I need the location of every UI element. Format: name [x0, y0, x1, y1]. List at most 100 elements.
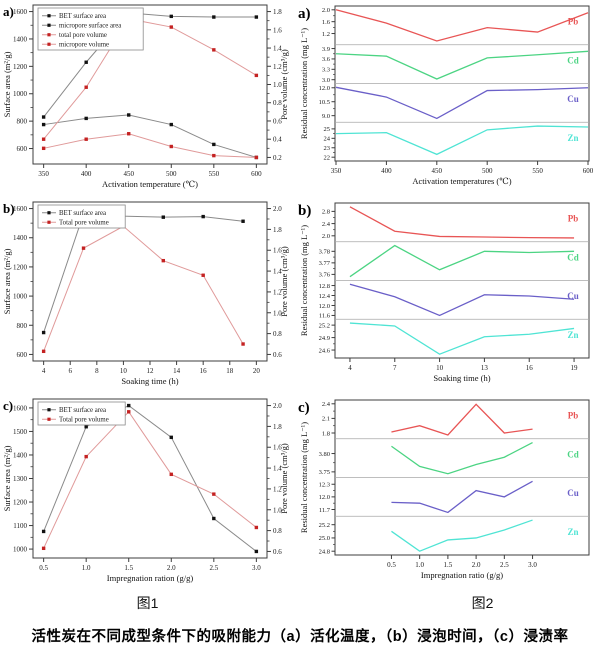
panel-letter: c) — [3, 398, 13, 413]
legend: BET surface area micropore surface area to… — [37, 7, 144, 51]
metal-label-pb: Pb — [568, 17, 579, 27]
svg-text:2.0: 2.0 — [322, 233, 330, 240]
panel-zn: 22 23 24 25 Zn — [324, 125, 589, 161]
svg-text:1.4: 1.4 — [273, 465, 282, 473]
svg-text:400: 400 — [381, 167, 392, 175]
svg-text:1.2: 1.2 — [273, 63, 282, 71]
svg-text:0.6: 0.6 — [273, 351, 282, 359]
svg-text:Total pore volume: Total pore volume — [59, 220, 109, 227]
metal-label-cu: Cu — [567, 94, 579, 104]
svg-text:12.0: 12.0 — [319, 303, 330, 310]
x-axis-label: Activation temperature (℃) — [102, 179, 198, 189]
svg-text:12.3: 12.3 — [319, 482, 330, 489]
axis-x: 4 6 8 10 12 14 16 18 20 — [42, 361, 260, 375]
panel-letter: c) — [298, 400, 310, 416]
metal-label-cu: Cu — [567, 488, 579, 498]
svg-text:4: 4 — [348, 364, 352, 372]
svg-text:1200: 1200 — [13, 263, 28, 271]
axis-right: 0.6 0.8 1.0 1.2 1.4 1.6 1.8 2.0 — [267, 402, 282, 556]
svg-text:3.0: 3.0 — [252, 564, 261, 572]
chart-fig2-c: c) 1.8 2.1 2.4 Pb 3.75 3.80 Cd 11.7 12.0 12.3 Cu 24.… — [295, 394, 600, 591]
svg-text:1.0: 1.0 — [273, 506, 282, 514]
chart-svg: c) 1.8 2.1 2.4 Pb 3.75 3.80 Cd 11.7 12.0 12.3 Cu 24.… — [298, 399, 590, 580]
panel-cu: 9.0 10.5 12.0 Cu — [319, 85, 589, 123]
series-micropore-volume — [41, 132, 259, 160]
bottom-caption: 活性炭在不同成型条件下的吸附能力（a）活化温度，（b）浸泡时间，（c）浸渍率 — [31, 629, 569, 645]
svg-text:0.5: 0.5 — [387, 561, 396, 569]
svg-text:9.0: 9.0 — [322, 113, 330, 120]
svg-text:1400: 1400 — [13, 451, 28, 459]
svg-text:3.76: 3.76 — [319, 272, 331, 279]
svg-text:600: 600 — [251, 170, 262, 178]
svg-text:2.4: 2.4 — [322, 401, 331, 408]
series-micropore-surface-area — [41, 113, 259, 160]
svg-text:800: 800 — [17, 322, 28, 330]
x-axis-label: Impregnation ration (g/g) — [107, 573, 194, 583]
x-axis-label: Impregnation ratio (g/g) — [421, 570, 503, 580]
svg-text:0.6: 0.6 — [273, 548, 282, 556]
svg-text:total pore volume: total pore volume — [59, 32, 107, 39]
svg-text:19: 19 — [571, 364, 579, 372]
svg-text:2.5: 2.5 — [209, 564, 218, 572]
svg-text:1.2: 1.2 — [273, 485, 282, 493]
figure1-caption: 图1 — [136, 595, 159, 611]
chart-svg: b)2.02.42.8Pb3.763.773.78Cd11.612.012.41… — [298, 202, 590, 383]
svg-text:1.8: 1.8 — [322, 430, 330, 437]
svg-text:12.4: 12.4 — [319, 293, 331, 300]
panel-cd: 3.75 3.80 Cd — [319, 441, 589, 478]
svg-text:0.8: 0.8 — [273, 99, 282, 107]
svg-text:10.5: 10.5 — [319, 99, 330, 106]
svg-text:20: 20 — [253, 367, 261, 375]
series-total-pore-volume — [41, 224, 245, 354]
chart-fig2-b: b) 2.0 2.4 2.8 Pb 3.76 3.77 3.78 Cd 11.6 12.0 12.4 1… — [295, 197, 600, 394]
svg-text:3.0: 3.0 — [528, 561, 537, 569]
svg-text:1.4: 1.4 — [273, 268, 282, 276]
svg-text:0.2: 0.2 — [273, 154, 282, 162]
svg-text:1200: 1200 — [13, 63, 28, 71]
svg-text:1.8: 1.8 — [273, 423, 282, 431]
panel-cd: 3.0 3.3 3.6 3.9 Cd — [322, 46, 589, 84]
svg-text:350: 350 — [331, 167, 342, 175]
panel-letter: a) — [3, 4, 14, 19]
svg-text:800: 800 — [17, 118, 28, 126]
panel-letter: b) — [298, 203, 311, 219]
metal-label-zn: Zn — [567, 133, 578, 143]
panel-cu: 11.6 12.0 12.4 12.8 Cu — [319, 283, 589, 320]
panel-pb: 2.0 2.4 2.8 Pb — [322, 206, 589, 243]
svg-text:0.8: 0.8 — [273, 527, 282, 535]
svg-text:1.2: 1.2 — [273, 288, 282, 296]
svg-text:2.1: 2.1 — [322, 416, 330, 423]
series-bet-surface-area — [41, 403, 259, 554]
svg-text:25.2: 25.2 — [319, 322, 330, 329]
svg-text:550: 550 — [209, 170, 220, 178]
svg-text:1.6: 1.6 — [273, 26, 282, 34]
legend: BET surface area Total pore volume — [37, 204, 126, 229]
svg-text:500: 500 — [482, 167, 493, 175]
svg-text:3.6: 3.6 — [322, 56, 331, 63]
svg-text:2.0: 2.0 — [273, 205, 282, 213]
svg-text:8: 8 — [95, 367, 99, 375]
panel-zn: 24.6 24.9 25.2 Zn — [319, 322, 579, 355]
svg-text:2.0: 2.0 — [273, 402, 282, 410]
chart-fig1-a: a) 600 800 1000 1200 1400 1600 0.2 0.4 0.6 0.8 1.0 1… — [0, 0, 295, 197]
svg-text:24: 24 — [324, 136, 331, 143]
axis-x: 0.5 1.0 1.5 2.0 2.5 3.0 — [39, 558, 261, 572]
svg-text:25: 25 — [324, 126, 331, 133]
axis-right: 0.2 0.4 0.6 0.8 1.0 1.2 1.4 1.6 1.8 — [267, 8, 282, 162]
svg-text:1600: 1600 — [13, 205, 28, 213]
svg-text:500: 500 — [166, 170, 177, 178]
y-axis-left-label: Surface area (m²/g) — [2, 445, 12, 511]
axis-x: 350 400 450 500 550 600 — [331, 161, 594, 175]
svg-text:1.6: 1.6 — [273, 444, 282, 452]
svg-text:10: 10 — [436, 364, 444, 372]
axis-x: 4 7 10 13 16 19 — [348, 358, 578, 372]
svg-text:450: 450 — [123, 170, 134, 178]
panel-cd: 3.76 3.77 3.78 Cd — [319, 244, 589, 281]
svg-text:600: 600 — [17, 145, 28, 153]
svg-text:350: 350 — [38, 170, 49, 178]
svg-text:3.78: 3.78 — [319, 249, 330, 256]
panel-pb: 1.8 2.1 2.4 Pb — [322, 401, 589, 440]
svg-text:1100: 1100 — [13, 522, 27, 530]
metal-label-zn: Zn — [567, 330, 578, 340]
metal-label-pb: Pb — [568, 411, 579, 421]
